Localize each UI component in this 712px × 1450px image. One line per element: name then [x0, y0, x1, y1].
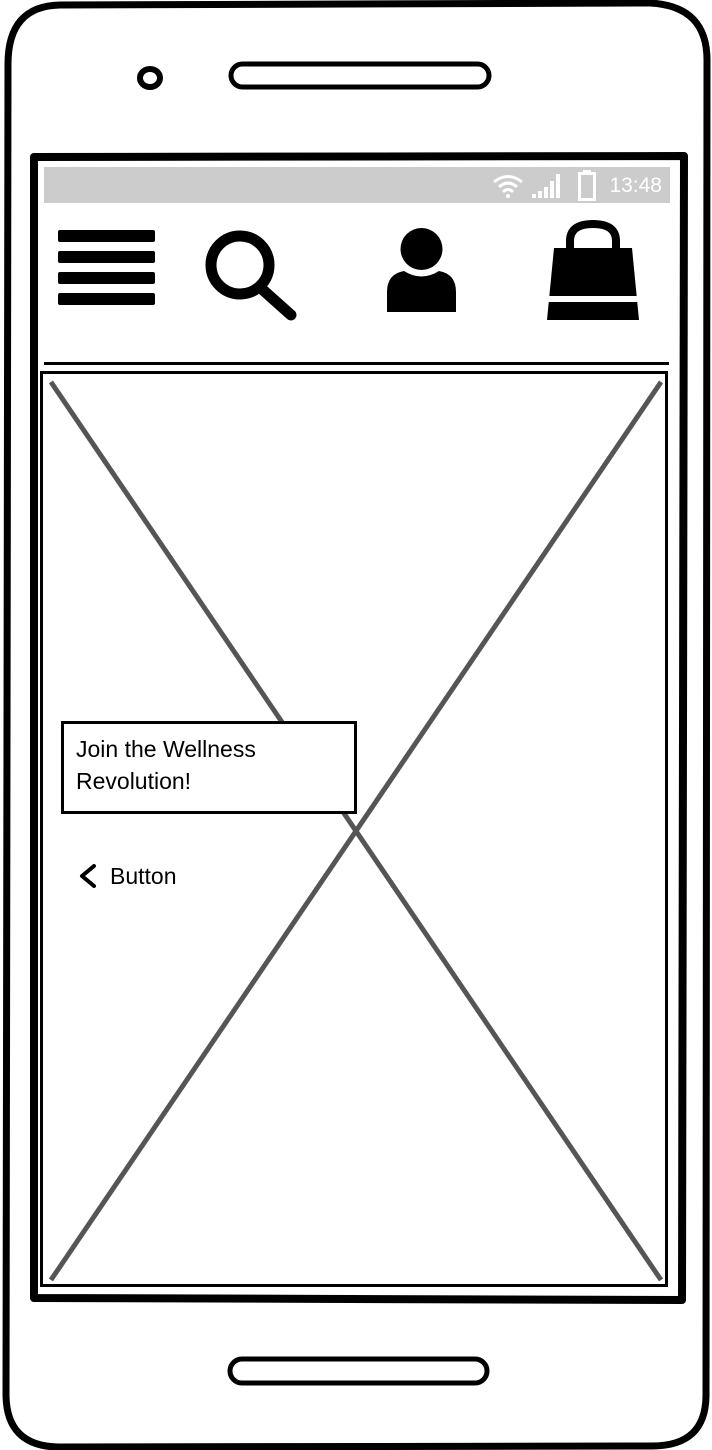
signal-icon	[532, 174, 560, 198]
status-bar: 13:48	[44, 167, 670, 203]
hero-image-placeholder	[40, 371, 668, 1287]
shopping-bag-icon[interactable]	[544, 220, 642, 322]
search-icon[interactable]	[205, 228, 299, 322]
wifi-icon	[493, 175, 523, 198]
back-button[interactable]: Button	[76, 858, 177, 894]
chevron-left-icon	[80, 864, 96, 888]
status-time: 13:48	[609, 174, 662, 197]
app-header	[44, 206, 669, 365]
hero-caption: Join the Wellness Revolution!	[61, 721, 357, 814]
menu-icon[interactable]	[58, 228, 155, 308]
placeholder-cross	[48, 380, 664, 1282]
back-button-label: Button	[110, 862, 177, 889]
user-icon[interactable]	[384, 226, 459, 314]
battery-icon	[578, 170, 596, 201]
